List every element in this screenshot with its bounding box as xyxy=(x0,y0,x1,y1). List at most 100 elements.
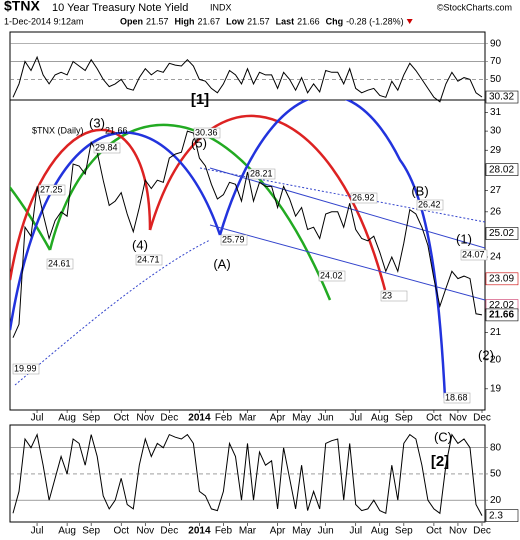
x-tick-label: Dec xyxy=(160,526,178,537)
x-tick-label: Jul xyxy=(31,413,44,424)
wave-label: (4) xyxy=(132,237,148,252)
x-tick-label: Sep xyxy=(395,526,413,537)
x-tick-label: Sep xyxy=(82,526,100,537)
x-tick-label: Feb xyxy=(215,526,233,537)
price-label-box xyxy=(460,249,488,261)
x-tick-label: Nov xyxy=(136,413,154,424)
y-tick-label: 80 xyxy=(490,442,502,453)
quote-value: -0.28 (-1.28%) xyxy=(346,16,404,26)
x-tick-label: Oct xyxy=(426,413,442,424)
quote-value: 21.57 xyxy=(247,16,270,26)
price-label: 27.25 xyxy=(40,184,63,194)
y-tick-label: 24 xyxy=(490,252,502,263)
x-tick-label: Dec xyxy=(160,413,178,424)
subtitle: 10 Year Treasury Note Yield xyxy=(52,2,188,14)
wave-label: (A) xyxy=(213,256,230,271)
stoch-panel xyxy=(9,424,486,523)
y-tick-label: 50 xyxy=(490,469,502,480)
level-label: 22.02 xyxy=(489,300,514,311)
cycle-arc xyxy=(10,128,152,281)
channel-line xyxy=(14,239,211,386)
change-arrow xyxy=(406,19,413,24)
last-value-label: 30.32 xyxy=(489,92,514,103)
x-tick-label: Apr xyxy=(270,413,286,424)
x-tick-label: Dec xyxy=(473,526,491,537)
price-label-box xyxy=(193,127,221,139)
x-tick-label: Jun xyxy=(318,413,334,424)
price-label: 19.99 xyxy=(14,363,37,373)
x-tick-label: May xyxy=(292,526,311,537)
price-label-box xyxy=(38,184,66,196)
price-label-box xyxy=(318,270,346,282)
y-tick-label: 90 xyxy=(490,38,502,49)
x-tick-label: Mar xyxy=(239,413,257,424)
quote-label: High xyxy=(175,16,195,26)
x-tick-label: Mar xyxy=(239,526,257,537)
channel-line xyxy=(209,167,485,249)
symbol: $TNX xyxy=(4,0,40,14)
exchange: INDX xyxy=(210,2,232,12)
level-label: 28.02 xyxy=(489,164,514,175)
quote-value: 21.57 xyxy=(146,16,169,26)
price-label-box xyxy=(416,199,444,211)
x-tick-label: Nov xyxy=(449,526,467,537)
y-tick-label: 26 xyxy=(490,206,502,217)
wave-label: (5) xyxy=(191,135,207,150)
x-tick-label: Oct xyxy=(113,413,129,424)
y-tick-label: 30 xyxy=(490,126,502,137)
wave-label: (3) xyxy=(89,115,105,130)
quote-value: 21.66 xyxy=(297,16,320,26)
x-tick-label: Oct xyxy=(113,526,129,537)
data-line xyxy=(12,130,483,338)
level-box xyxy=(485,272,519,286)
cycle-arc xyxy=(148,114,387,291)
price-label: 23 xyxy=(382,290,392,300)
price-panel xyxy=(9,99,486,411)
price-label: 24.02 xyxy=(320,270,343,280)
x-tick-label: Aug xyxy=(371,413,389,424)
quote-label: Low xyxy=(226,16,245,26)
x-tick-label: Jul xyxy=(31,526,44,537)
y-tick-label: 21 xyxy=(490,327,502,338)
last-value-box xyxy=(485,509,519,522)
price-label-box xyxy=(248,168,276,180)
price-label-box xyxy=(220,234,248,246)
price-label-box xyxy=(443,392,471,404)
wave-label: (2) xyxy=(478,347,494,362)
wave-label: [2] xyxy=(431,453,449,470)
x-tick-label: Nov xyxy=(136,526,154,537)
legend: $TNX (Daily) xyxy=(32,125,84,135)
watermark: ©StockCharts.com xyxy=(437,2,512,12)
cycle-overlays xyxy=(10,100,485,399)
y-tick-label: 19 xyxy=(490,383,502,394)
channel-line xyxy=(199,167,485,223)
level-label: 21.66 xyxy=(489,310,514,321)
x-tick-label: Feb xyxy=(215,413,233,424)
price-label: 26.42 xyxy=(418,199,441,209)
price-label: 26.92 xyxy=(352,192,375,202)
price-label: 24.07 xyxy=(462,249,485,259)
quote-label: Chg xyxy=(326,16,344,26)
data-line xyxy=(12,55,483,103)
y-tick-label: 70 xyxy=(490,56,502,67)
x-tick-label: Oct xyxy=(426,526,442,537)
cycle-arc xyxy=(10,131,222,331)
channel-line xyxy=(209,224,485,301)
x-tick-label: Nov xyxy=(449,413,467,424)
x-tick-label: Jul xyxy=(349,413,362,424)
wave-label: [1] xyxy=(191,91,209,108)
quote-label: Open xyxy=(120,16,143,26)
x-tick-label: Apr xyxy=(270,526,286,537)
cycle-arc xyxy=(218,100,447,399)
x-tick-label: Dec xyxy=(473,413,491,424)
x-tick-label: Sep xyxy=(82,413,100,424)
last-value-label: 2.3 xyxy=(489,510,503,521)
price-label-box xyxy=(380,290,408,302)
y-tick-label: 50 xyxy=(490,74,502,85)
quote-value: 21.67 xyxy=(198,16,221,26)
price-label: 25.79 xyxy=(222,234,245,244)
price-label: 29.84 xyxy=(95,142,118,152)
rsi-panel xyxy=(9,31,486,101)
x-tick-label: Aug xyxy=(58,526,76,537)
